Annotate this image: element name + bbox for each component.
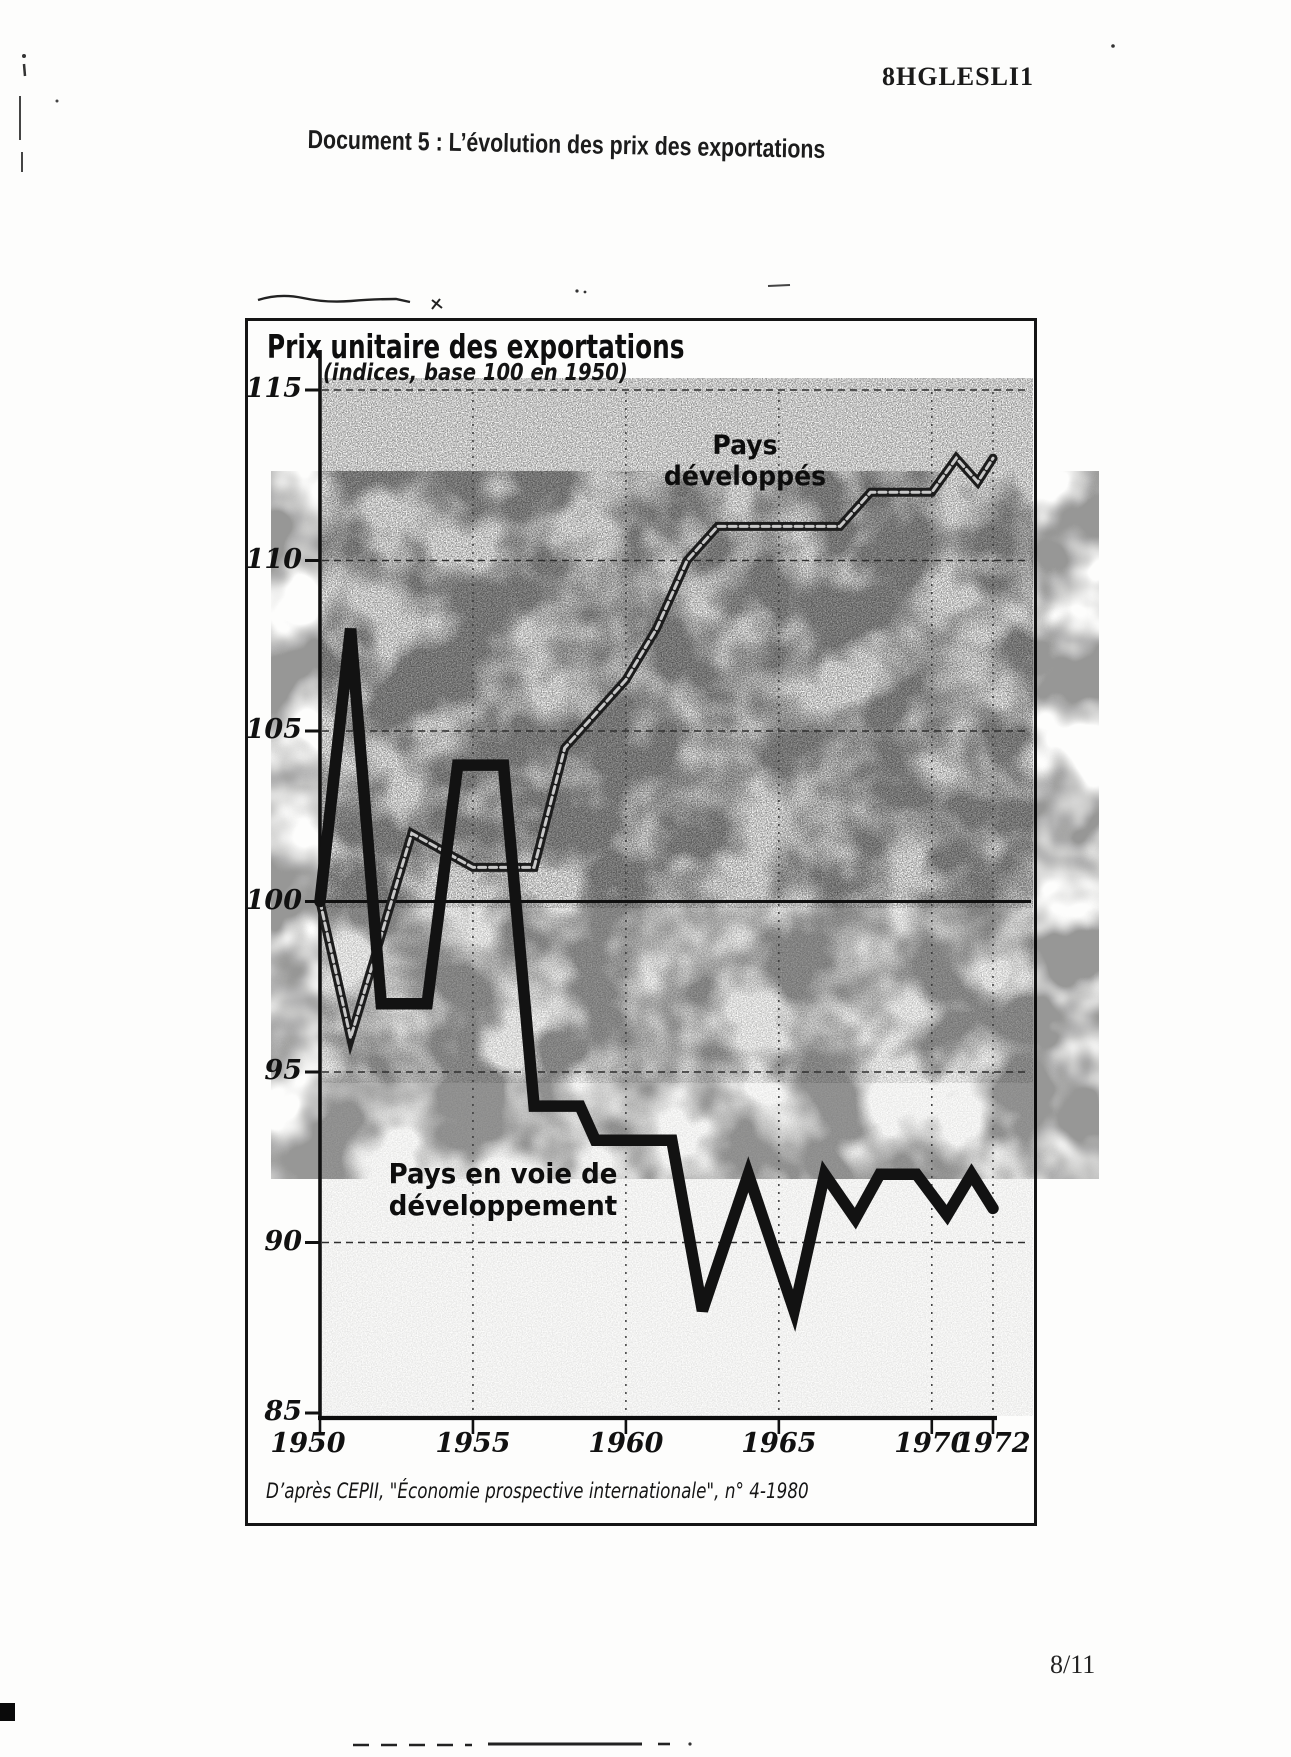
scan-mark-i-stem bbox=[22, 63, 27, 77]
y-tick-label: 115 bbox=[245, 373, 302, 404]
scan-mark-i-dot bbox=[22, 54, 26, 58]
scan-scribble-line bbox=[257, 294, 411, 304]
x-tick-label: 1970 bbox=[894, 1428, 970, 1459]
x-tick-label: 1960 bbox=[588, 1428, 664, 1459]
scan-scribble-cross bbox=[431, 298, 443, 310]
series-line-developing bbox=[314, 628, 999, 1333]
chart-title: Prix unitaire des exportations bbox=[267, 327, 685, 366]
y-tick-label: 90 bbox=[264, 1225, 302, 1257]
x-tick-label: 1955 bbox=[435, 1428, 511, 1459]
series-label-developed: Pays développés bbox=[643, 430, 848, 492]
scan-dot bbox=[55, 99, 59, 103]
x-tick-label: 1950 bbox=[270, 1428, 346, 1459]
scan-black-square bbox=[0, 1703, 15, 1721]
y-tick-label: 85 bbox=[264, 1396, 302, 1427]
scan-texture-lower bbox=[322, 1083, 1033, 1416]
series-label-developing: Pays en voie de développement bbox=[387, 1157, 620, 1223]
scan-dot bbox=[1111, 44, 1115, 48]
scan-texture-blotches bbox=[340, 530, 1030, 1120]
y-tick-label: 110 bbox=[245, 543, 302, 575]
y-tick-label: 105 bbox=[245, 714, 302, 745]
series-label-developed-line1: Pays bbox=[712, 430, 778, 461]
y-tick-label: 95 bbox=[264, 1055, 302, 1086]
scan-dot bbox=[688, 1742, 692, 1746]
x-tick-label: 1972 bbox=[955, 1428, 1031, 1459]
series-label-developed-line2: développés bbox=[663, 461, 827, 493]
chart-source: D’après CEPII, "Économie prospective int… bbox=[266, 1479, 809, 1503]
page-number: 8/11 bbox=[1050, 1650, 1096, 1679]
scan-dash bbox=[767, 284, 791, 287]
x-tick-label: 1965 bbox=[741, 1428, 817, 1459]
exam-code: 8HGLESLI1 bbox=[882, 62, 1035, 91]
chart-frame bbox=[245, 318, 1037, 1526]
chart-subtitle: (indices, base 100 en 1950) bbox=[323, 360, 628, 386]
series-label-developing-line2: développement bbox=[388, 1189, 618, 1223]
series-line-developed-core bbox=[318, 455, 995, 1044]
series-label-developing-line1: Pays en voie de bbox=[388, 1157, 618, 1190]
y-tick-label: 100 bbox=[245, 884, 302, 916]
scan-dot bbox=[575, 289, 579, 293]
scan-dot bbox=[583, 290, 587, 294]
